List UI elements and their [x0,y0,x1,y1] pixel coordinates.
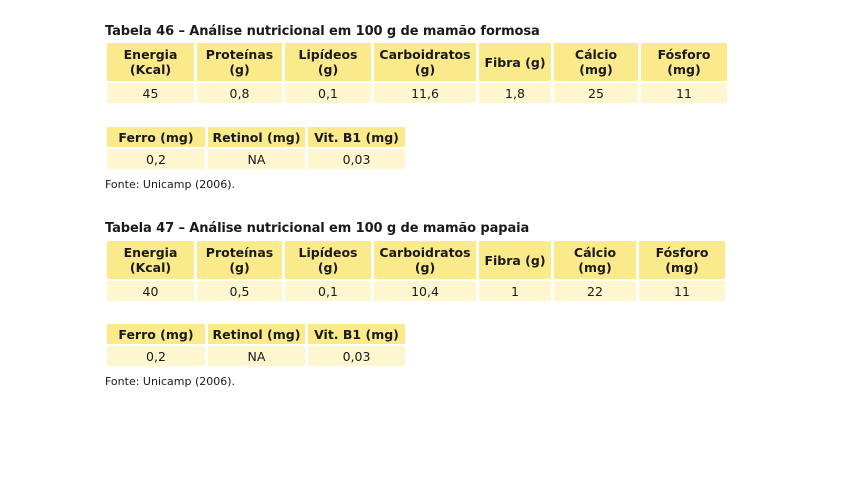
cell-retinol: NA [208,346,305,366]
cell-fibra: 1 [479,281,551,301]
header-carboidratos: Carboidratos (g) [374,241,476,279]
header-retinol: Retinol (mg) [208,324,305,344]
header-vit-b1: Vit. B1 (mg) [308,324,405,344]
table-46-header-row: Energia (Kcal) Proteínas (g) Lipídeos (g) C… [107,43,727,81]
table-row: 0,2 NA 0,03 [107,149,405,169]
header-fosforo: Fósforo (mg) [639,241,725,279]
table-47-main: Energia (Kcal) Proteínas (g) Lipídeos (g) C… [104,239,728,303]
cell-fosforo: 11 [639,281,725,301]
cell-ferro: 0,2 [107,346,205,366]
cell-ferro: 0,2 [107,149,205,169]
header-retinol: Retinol (mg) [208,127,305,147]
table-46-minerals-header-row: Ferro (mg) Retinol (mg) Vit. B1 (mg) [107,127,405,147]
cell-carboidratos: 11,6 [374,83,476,103]
table-46-main: Energia (Kcal) Proteínas (g) Lipídeos (g) C… [104,41,730,105]
table-46-minerals: Ferro (mg) Retinol (mg) Vit. B1 (mg) 0,2… [104,125,408,171]
header-ferro: Ferro (mg) [107,127,205,147]
header-carboidratos: Carboidratos (g) [374,43,476,81]
table-47-header-row: Energia (Kcal) Proteínas (g) Lipídeos (g) C… [107,241,725,279]
header-fibra: Fibra (g) [479,43,551,81]
header-proteinas: Proteínas (g) [197,43,282,81]
table-47-source: Fonte: Unicamp (2006). [105,375,236,388]
header-lipideos: Lipídeos (g) [285,241,371,279]
table-47-minerals-header-row: Ferro (mg) Retinol (mg) Vit. B1 (mg) [107,324,405,344]
header-proteinas: Proteínas (g) [197,241,282,279]
table-row: 0,2 NA 0,03 [107,346,405,366]
table-row: 45 0,8 0,1 11,6 1,8 25 11 [107,83,727,103]
header-energia: Energia (Kcal) [107,241,194,279]
cell-calcio: 22 [554,281,636,301]
table-46-caption: Tabela 46 – Análise nutricional em 100 g… [105,24,540,39]
cell-calcio: 25 [554,83,638,103]
cell-energia: 45 [107,83,194,103]
header-fosforo: Fósforo (mg) [641,43,727,81]
table-47-minerals: Ferro (mg) Retinol (mg) Vit. B1 (mg) 0,2… [104,322,408,368]
table-47-caption: Tabela 47 – Análise nutricional em 100 g… [105,221,530,236]
table-row: 40 0,5 0,1 10,4 1 22 11 [107,281,725,301]
cell-fosforo: 11 [641,83,727,103]
cell-proteinas: 0,5 [197,281,282,301]
header-ferro: Ferro (mg) [107,324,205,344]
header-lipideos: Lipídeos (g) [285,43,371,81]
cell-vit-b1: 0,03 [308,149,405,169]
cell-carboidratos: 10,4 [374,281,476,301]
cell-energia: 40 [107,281,194,301]
header-vit-b1: Vit. B1 (mg) [308,127,405,147]
cell-lipideos: 0,1 [285,83,371,103]
cell-proteinas: 0,8 [197,83,282,103]
header-energia: Energia (Kcal) [107,43,194,81]
table-46-source: Fonte: Unicamp (2006). [105,178,236,191]
cell-retinol: NA [208,149,305,169]
cell-fibra: 1,8 [479,83,551,103]
header-fibra: Fibra (g) [479,241,551,279]
header-calcio: Cálcio (mg) [554,43,638,81]
cell-vit-b1: 0,03 [308,346,405,366]
header-calcio: Cálcio (mg) [554,241,636,279]
cell-lipideos: 0,1 [285,281,371,301]
